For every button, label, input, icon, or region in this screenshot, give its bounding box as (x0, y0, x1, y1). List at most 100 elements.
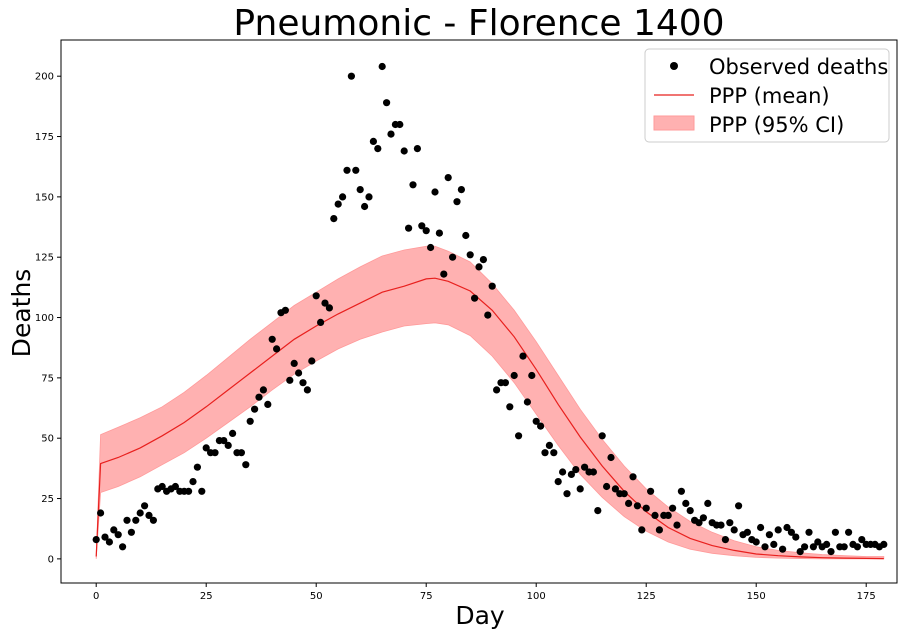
observed-point (669, 504, 677, 512)
observed-point (343, 166, 351, 174)
observed-point (361, 202, 369, 211)
observed-point (594, 507, 602, 515)
y-tick-label: 150 (35, 192, 54, 203)
mean-line (95, 277, 884, 560)
observed-point (673, 521, 681, 529)
observed-point (488, 282, 496, 290)
observed-point (312, 292, 320, 300)
observed-point (858, 536, 866, 544)
observed-point (638, 526, 646, 534)
observed-point (523, 398, 532, 406)
observed-point (677, 487, 686, 495)
observed-points (92, 62, 888, 556)
observed-point (422, 227, 430, 235)
observed-point (581, 463, 589, 471)
observed-point (717, 521, 725, 529)
observed-point (576, 485, 584, 493)
x-axis-ticks: 0 25 50 75 100 125 150 175 (93, 583, 876, 602)
x-tick-label: 75 (420, 591, 433, 602)
y-tick-label: 75 (41, 373, 54, 384)
observed-point (365, 193, 373, 201)
y-tick-label: 125 (35, 253, 54, 264)
observed-point (92, 536, 100, 544)
observed-point (308, 357, 316, 365)
observed-point (427, 243, 435, 252)
observed-point (251, 405, 259, 413)
observed-point (145, 511, 153, 519)
observed-point (295, 369, 303, 377)
observed-point (787, 528, 796, 536)
observed-point (101, 533, 109, 541)
observed-point (303, 386, 311, 394)
observed-point (273, 345, 281, 353)
observed-point (501, 379, 509, 387)
observed-point (220, 437, 228, 445)
observed-point (545, 441, 554, 449)
observed-point (440, 270, 448, 278)
y-tick-label: 200 (35, 72, 54, 83)
observed-point (158, 482, 166, 491)
observed-point (193, 463, 201, 471)
observed-point (198, 487, 206, 495)
observed-point (123, 516, 131, 524)
chart-title: Pneumonic - Florence 1400 (233, 3, 724, 44)
observed-point (651, 511, 659, 519)
observed-point (444, 174, 452, 182)
x-axis-label: Day (455, 601, 505, 630)
observed-point (554, 478, 562, 486)
observed-point (242, 461, 250, 469)
observed-point (114, 531, 122, 539)
observed-point (704, 499, 712, 507)
observed-point (127, 528, 135, 536)
observed-point (532, 417, 540, 425)
observed-point (290, 359, 298, 367)
observed-point (730, 526, 738, 534)
observed-point (321, 299, 329, 307)
observed-point (400, 147, 408, 155)
observed-point (475, 263, 483, 271)
observed-point (765, 531, 774, 539)
observed-point (189, 478, 197, 486)
observed-point (224, 441, 232, 449)
observed-point (387, 130, 395, 138)
observed-point (603, 482, 611, 491)
observed-point (479, 256, 487, 264)
observed-point (132, 516, 140, 524)
observed-point (801, 543, 809, 551)
observed-point (246, 417, 254, 425)
x-tick-label: 175 (857, 591, 876, 602)
observed-point (686, 507, 694, 515)
observed-point (97, 509, 105, 517)
observed-point (506, 403, 514, 411)
observed-point (770, 540, 778, 549)
observed-point (541, 449, 549, 457)
legend-marker-ci (653, 115, 695, 131)
observed-point (136, 509, 144, 517)
observed-point (783, 523, 791, 532)
x-tick-label: 25 (200, 591, 213, 602)
observed-point (563, 490, 571, 498)
plot-frame (60, 39, 898, 584)
observed-point (528, 371, 536, 380)
observed-point (620, 490, 628, 498)
observed-point (211, 449, 219, 457)
y-tick-label: 50 (41, 434, 54, 445)
observed-point (611, 485, 620, 493)
observed-point (457, 186, 465, 194)
observed-point (449, 253, 457, 261)
legend-label-observed: Observed deaths (709, 55, 888, 79)
observed-point (695, 519, 703, 527)
observed-point (493, 386, 501, 394)
observed-point (607, 453, 615, 462)
observed-point (805, 528, 813, 536)
y-axis-label: Deaths (7, 269, 36, 358)
observed-point (629, 473, 637, 481)
observed-point (202, 444, 210, 452)
observed-point (396, 120, 404, 129)
observed-point (405, 224, 413, 232)
observed-point (515, 432, 523, 440)
observed-point (418, 222, 426, 230)
legend-marker-observed (670, 62, 678, 70)
observed-point (814, 538, 822, 546)
